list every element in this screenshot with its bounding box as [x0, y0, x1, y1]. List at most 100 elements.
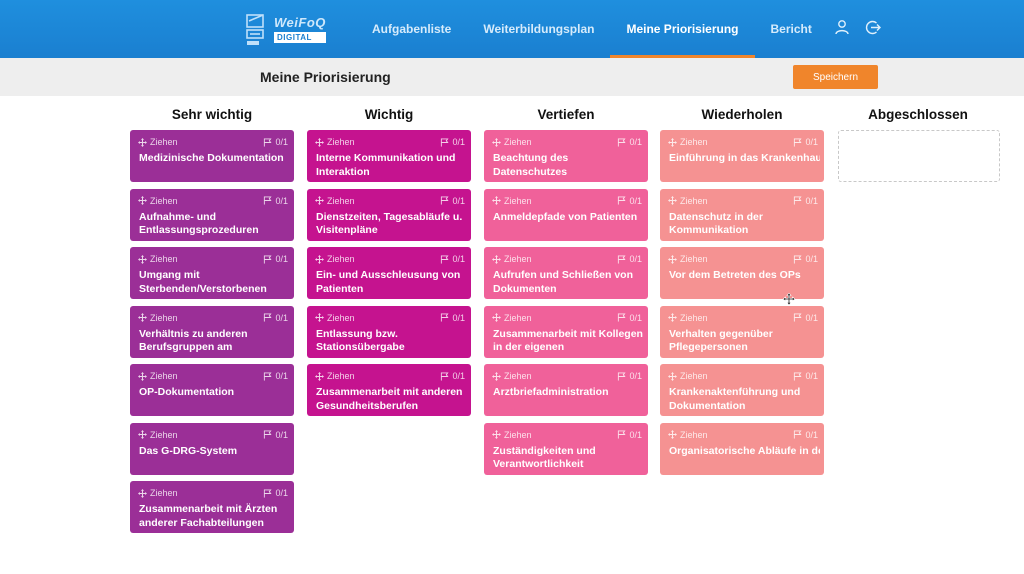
move-icon [315, 137, 324, 147]
logout-icon[interactable] [862, 17, 882, 37]
priority-card[interactable]: Ziehen 0/1 Verhalten gegenüber Pflegeper… [660, 305, 824, 358]
priority-card[interactable]: Ziehen 0/1 Zusammenarbeit mit anderen Ge… [307, 364, 471, 416]
card-label: Datenschutz in der Kommunikation [669, 210, 763, 237]
priority-card[interactable]: Ziehen 0/1 Verhältnis zu anderen Berufsg… [130, 305, 294, 358]
drag-label: Ziehen [150, 429, 178, 440]
flag-icon [264, 488, 273, 498]
page-header: Meine Priorisierung Speichern [0, 58, 1024, 96]
drag-label: Ziehen [680, 312, 708, 323]
count-label: 0/1 [452, 254, 465, 264]
priority-card[interactable]: Ziehen 0/1 Aufrufen und Schließen von Do… [484, 247, 648, 299]
priority-card[interactable]: Ziehen 0/1 Einführung in das Krankenhaus… [660, 130, 824, 182]
column-title: Wiederholen [701, 107, 783, 122]
drag-label: Ziehen [504, 254, 532, 264]
drag-label: Ziehen [680, 137, 708, 147]
main-nav: Aufgabenliste Weiterbildungsplan Meine P… [356, 0, 828, 58]
count-label: 0/1 [805, 195, 818, 206]
move-icon [315, 313, 324, 322]
drag-label: Ziehen [150, 195, 178, 206]
count-label: 0/1 [275, 371, 288, 381]
card-label: Aufnahme- und Entlassungsprozeduren [139, 210, 259, 237]
column-abgeschlossen: Abgeschlossen [836, 104, 1000, 130]
flag-icon [441, 254, 450, 264]
card-label: Verhältnis zu anderen Berufsgruppen am [139, 327, 248, 354]
nav-aufgabenliste[interactable]: Aufgabenliste [372, 22, 452, 36]
move-icon [315, 254, 324, 264]
card-list: Ziehen 0/1 Medizinische Dokumentation Zi… [130, 130, 294, 533]
drag-label: Ziehen [680, 429, 708, 440]
move-cursor-icon [782, 292, 796, 306]
priority-card[interactable]: Ziehen 0/1 OP-Dokumentation [130, 364, 294, 416]
column-vertiefen: Vertiefen Ziehen 0/1 Beachtung des Daten… [484, 104, 648, 481]
card-label: Verhalten gegenüber Pflegepersonen [669, 327, 773, 354]
flag-icon [794, 196, 803, 205]
column-wiederholen: Wiederholen Ziehen 0/1 Einführung in das… [660, 104, 824, 481]
column-title: Vertiefen [537, 107, 595, 122]
card-list: Ziehen 0/1 Einführung in das Krankenhaus… [660, 130, 824, 475]
flag-icon [264, 137, 273, 147]
move-icon [138, 488, 147, 498]
card-label: Dienstzeiten, Tagesabläufe u. Visitenplä… [316, 210, 463, 237]
priority-card[interactable]: Ziehen 0/1 Ein- und Ausschleusung von Pa… [307, 247, 471, 299]
count-label: 0/1 [805, 371, 818, 381]
count-label: 0/1 [805, 254, 818, 264]
priority-card[interactable]: Ziehen 0/1 Datenschutz in der Kommunikat… [660, 188, 824, 241]
column-title: Sehr wichtig [171, 107, 253, 122]
dropzone-abgeschlossen[interactable] [838, 130, 1000, 182]
column-title: Wichtig [364, 107, 414, 122]
priority-card[interactable]: Ziehen 0/1 Aufnahme- und Entlassungsproz… [130, 188, 294, 241]
move-icon [492, 430, 501, 439]
card-label: Organisatorische Abläufe in der Notaufna… [669, 444, 820, 457]
priority-card[interactable]: Ziehen 0/1 Beachtung des Datenschutzes [484, 130, 648, 182]
nav-weiterbildungsplan[interactable]: Weiterbildungsplan [483, 22, 595, 36]
count-label: 0/1 [275, 254, 288, 264]
priority-card[interactable]: Ziehen 0/1 Krankenaktenführung und Dokum… [660, 364, 824, 416]
drag-label: Ziehen [504, 137, 532, 147]
move-icon [138, 371, 147, 381]
drag-label: Ziehen [327, 137, 355, 147]
priority-card[interactable]: Ziehen 0/1 Dienstzeiten, Tagesabläufe u.… [307, 188, 471, 241]
flag-icon [618, 137, 627, 147]
priority-card[interactable]: Ziehen 0/1 Interne Kommunikation und Int… [307, 130, 471, 182]
column-sehr-wichtig: Sehr wichtig Ziehen 0/1 Medizinische Dok… [130, 104, 294, 540]
priority-card[interactable]: Ziehen 0/1 Organisatorische Abläufe in d… [660, 422, 824, 475]
move-icon [492, 254, 501, 264]
card-label: Arztbriefadministration [493, 386, 609, 398]
priority-card[interactable]: Ziehen 0/1 Anmeldepfade von Patienten [484, 188, 648, 241]
drag-label: Ziehen [150, 371, 178, 381]
priority-card[interactable]: Ziehen 0/1 Umgang mit Sterbenden/Verstor… [130, 247, 294, 299]
priority-card[interactable]: Ziehen 0/1 Zusammenarbeit mit Ärzten and… [130, 481, 294, 533]
app-logo[interactable]: WeiFoQ DIGITAL [246, 10, 326, 48]
save-button[interactable]: Speichern [793, 65, 878, 89]
flag-icon [618, 196, 627, 205]
priority-card[interactable]: Ziehen 0/1 Zuständigkeiten und Verantwor… [484, 422, 648, 475]
drag-label: Ziehen [680, 254, 708, 264]
move-icon [668, 313, 677, 322]
priority-card[interactable]: Ziehen 0/1 Das G-DRG-System [130, 422, 294, 475]
count-label: 0/1 [452, 137, 465, 147]
priority-card[interactable]: Ziehen 0/1 Arztbriefadministration [484, 364, 648, 416]
move-icon [668, 430, 677, 439]
card-label: Zusammenarbeit mit Ärzten anderer Fachab… [139, 503, 278, 529]
priority-card[interactable]: Ziehen 0/1 Entlassung bzw. Stationsüberg… [307, 305, 471, 358]
nav-bericht[interactable]: Bericht [770, 22, 812, 36]
priority-card[interactable]: Ziehen 0/1 Zusammenarbeit mit Kollegen i… [484, 305, 648, 358]
logo-word: WeiFoQ [274, 14, 326, 30]
count-label: 0/1 [275, 137, 288, 147]
user-icon[interactable] [832, 17, 852, 37]
card-label: Das G-DRG-System [139, 444, 238, 457]
count-label: 0/1 [275, 312, 288, 323]
nav-meine-priorisierung[interactable]: Meine Priorisierung [610, 0, 755, 58]
drag-label: Ziehen [327, 254, 355, 264]
priority-card[interactable]: Ziehen 0/1 Medizinische Dokumentation [130, 130, 294, 182]
priority-card[interactable]: Ziehen 0/1 Vor dem Betreten des OPs [660, 247, 824, 299]
count-label: 0/1 [275, 429, 288, 440]
move-icon [668, 137, 677, 147]
flag-icon [794, 371, 803, 381]
drag-label: Ziehen [150, 137, 178, 147]
column-wichtig: Wichtig Ziehen 0/1 Interne Kommunikation… [307, 104, 471, 423]
flag-icon [264, 371, 273, 381]
card-label: Zuständigkeiten und Verantwortlichkeit [493, 444, 596, 471]
move-icon [668, 371, 677, 381]
drag-label: Ziehen [680, 371, 708, 381]
